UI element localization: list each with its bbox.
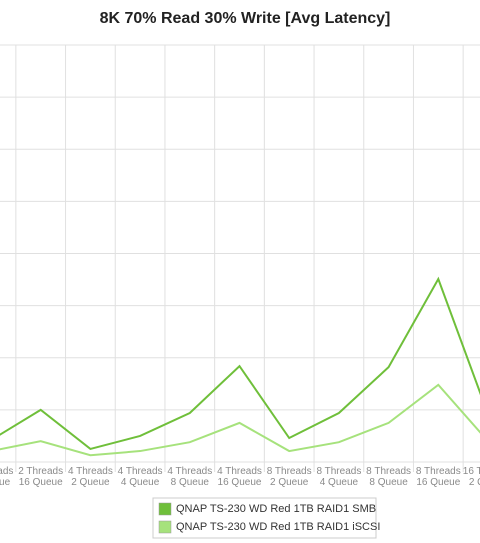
x-tick-label: 8 Threads 2 Queue	[267, 466, 312, 488]
x-tick-label: 8 Threads 16 Queue	[416, 466, 461, 488]
x-tick-label: 2 Threads 16 Queue	[18, 466, 63, 488]
x-tick-label: 8 Threads 8 Queue	[366, 466, 411, 488]
x-tick-label: 4 Threads 4 Queue	[118, 466, 163, 488]
series-line	[0, 276, 480, 451]
legend-label: QNAP TS-230 WD Red 1TB RAID1 iSCSI	[176, 521, 380, 533]
legend-label: QNAP TS-230 WD Red 1TB RAID1 SMB	[176, 503, 376, 515]
x-tick-label: 4 Threads 8 Queue	[167, 466, 212, 488]
legend-box	[152, 497, 377, 539]
x-tick-label: 4 Threads 16 Queue	[217, 466, 262, 488]
legend-marker	[158, 520, 172, 534]
chart-title: 8K 70% Read 30% Write [Avg Latency]	[100, 10, 391, 27]
legend-marker	[158, 502, 172, 516]
x-tick-label: 4 Threads 2 Queue	[68, 466, 113, 488]
series-line	[0, 383, 480, 457]
x-tick-label: 8 Threads 4 Queue	[316, 466, 361, 488]
